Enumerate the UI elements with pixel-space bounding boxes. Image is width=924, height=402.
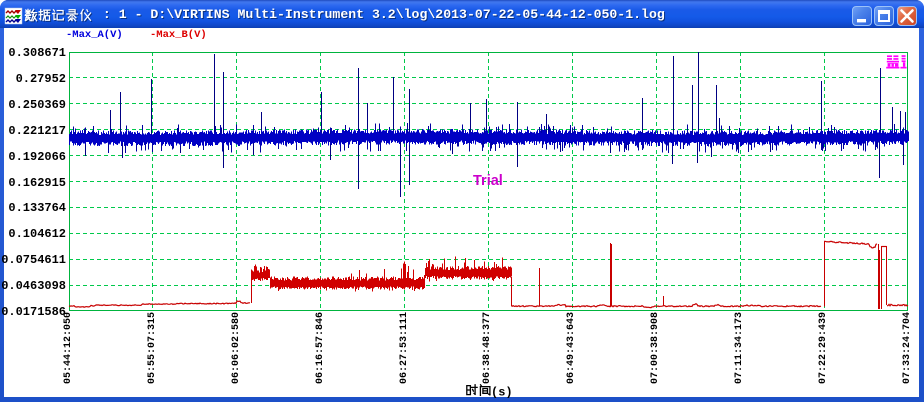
svg-text:(s): (s) xyxy=(491,386,513,400)
